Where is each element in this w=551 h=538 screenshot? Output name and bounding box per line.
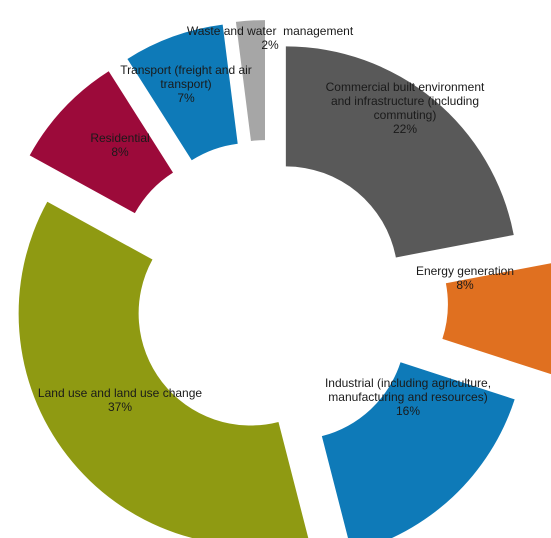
slice-value-label: 8% bbox=[111, 145, 129, 159]
slice-residential bbox=[29, 71, 173, 214]
slice-label: Waste and water management 2% bbox=[187, 24, 354, 52]
chart-labels: Commercial built environment and infrastr… bbox=[38, 24, 514, 418]
slice-name-label: Waste and water management bbox=[187, 24, 354, 38]
slice-name-label: transport) bbox=[160, 77, 211, 91]
slice-value-label: 8% bbox=[456, 278, 474, 292]
slice-commercial-built-environment-and-infrastructure-including-commuting bbox=[285, 46, 514, 258]
slice-name-label: manufacturing and resources) bbox=[328, 390, 487, 404]
slice-label: Industrial (including agriculture, manufa… bbox=[325, 376, 491, 418]
slice-name-label: commuting) bbox=[374, 108, 437, 122]
slice-energy-generation bbox=[442, 263, 551, 375]
slice-industrial-including-agriculture-manufacturing-and-resources bbox=[321, 362, 515, 538]
chart-slices bbox=[18, 20, 551, 538]
slice-value-label: 16% bbox=[396, 404, 420, 418]
slice-name-label: Commercial built environment bbox=[326, 80, 485, 94]
slice-label: Transport (freight and air transport) 7% bbox=[120, 63, 252, 105]
slice-name-label: Transport (freight and air bbox=[120, 63, 252, 77]
slice-value-label: 22% bbox=[393, 122, 417, 136]
slice-name-label: Industrial (including agriculture, bbox=[325, 376, 491, 390]
slice-name-label: Land use and land use change bbox=[38, 386, 202, 400]
slice-value-label: 2% bbox=[261, 38, 279, 52]
slice-name-label: and infrastructure (including bbox=[331, 94, 479, 108]
slice-name-label: Energy generation bbox=[416, 264, 514, 278]
slice-label: Energy generation 8% bbox=[416, 264, 514, 292]
slice-label: Land use and land use change 37% bbox=[38, 386, 202, 414]
slice-value-label: 37% bbox=[108, 400, 132, 414]
slice-label: Commercial built environment and infrastr… bbox=[326, 80, 485, 136]
slice-value-label: 7% bbox=[177, 91, 195, 105]
slice-name-label: Residential bbox=[90, 131, 149, 145]
slice-transport-freight-and-air-transport bbox=[127, 24, 238, 161]
slice-land-use-and-land-use-change bbox=[18, 201, 309, 538]
slice-label: Residential 8% bbox=[90, 131, 149, 159]
slice-waste-and-water-management bbox=[235, 20, 265, 141]
